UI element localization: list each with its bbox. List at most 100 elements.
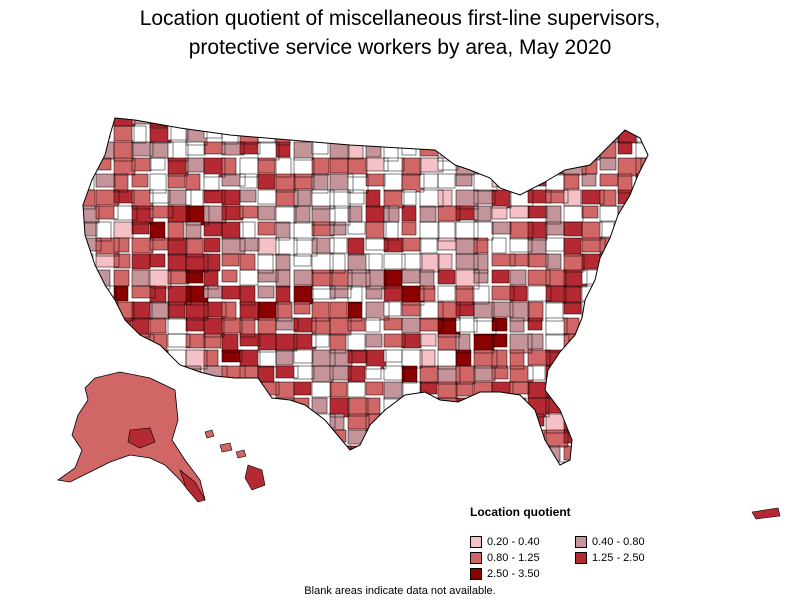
msa-area-cell (528, 462, 544, 465)
msa-area-cell (150, 174, 166, 193)
msa-area-border (581, 118, 602, 128)
msa-area-cell (420, 366, 438, 383)
msa-area-border (131, 349, 147, 368)
msa-area-cell (186, 222, 201, 239)
msa-area-cell (294, 430, 310, 446)
msa-area-border (617, 445, 641, 459)
msa-area-cell (474, 118, 493, 122)
msa-area-border (617, 349, 635, 368)
msa-area-cell (330, 142, 349, 159)
msa-area-border (239, 118, 261, 127)
msa-area-border (329, 333, 347, 354)
msa-area-border (167, 118, 184, 125)
msa-area-cell (582, 206, 598, 218)
msa-area-border (239, 397, 261, 416)
msa-area-cell (546, 238, 564, 251)
msa-area-cell (402, 286, 424, 305)
msa-area-cell (402, 238, 421, 251)
msa-area-border (563, 349, 581, 365)
msa-area-border (599, 269, 623, 283)
msa-area-border (257, 269, 279, 283)
msa-area-cell (420, 414, 440, 429)
msa-area-border (347, 317, 366, 332)
msa-area-cell (582, 382, 602, 400)
msa-area-cell (240, 270, 258, 285)
msa-area-border (311, 205, 336, 226)
msa-area-cell (222, 174, 245, 186)
msa-area-border (563, 125, 588, 139)
msa-area-cell (438, 270, 455, 284)
msa-area-cell (83, 222, 97, 236)
msa-area-cell (96, 118, 110, 122)
msa-area-cell (528, 190, 551, 203)
msa-area-cell (348, 126, 367, 142)
msa-area-border (455, 253, 479, 270)
msa-area-border (473, 397, 496, 417)
msa-area-border (347, 301, 363, 322)
msa-area-cell (618, 142, 632, 154)
msa-area-cell (168, 366, 186, 379)
msa-area-cell (582, 222, 602, 240)
msa-area-cell (348, 398, 368, 416)
msa-area-border (383, 253, 406, 270)
msa-area-border (131, 157, 152, 172)
msa-area-cell (204, 462, 222, 465)
msa-area-cell (420, 254, 439, 272)
msa-area-border (329, 118, 347, 124)
msa-area-cell (96, 334, 119, 346)
msa-area-cell (83, 334, 100, 346)
msa-area-cell (474, 206, 491, 221)
msa-area-cell (294, 286, 313, 304)
msa-area-cell (438, 286, 455, 301)
msa-area-cell (510, 366, 533, 382)
msa-area-cell (528, 206, 547, 218)
msa-area-cell (348, 190, 364, 204)
msa-area-cell (402, 254, 422, 269)
msa-area-cell (456, 206, 478, 220)
msa-area-cell (204, 270, 218, 289)
msa-area-cell (582, 350, 603, 369)
msa-area-border (167, 333, 191, 348)
msa-area-border (83, 301, 97, 315)
msa-area-border (437, 365, 461, 385)
msa-area-border (473, 413, 492, 427)
msa-area-cell (186, 270, 203, 283)
msa-area-border (293, 157, 315, 178)
msa-area-border (149, 301, 170, 320)
msa-area-cell (456, 302, 474, 316)
msa-area-cell (510, 238, 532, 252)
msa-area-border (293, 301, 311, 315)
msa-area-border (221, 205, 244, 221)
msa-area-border (635, 269, 648, 287)
msa-area-border (437, 118, 462, 125)
msa-area-cell (258, 158, 275, 173)
msa-area-cell (474, 430, 488, 442)
msa-area-cell (474, 286, 489, 304)
msa-area-cell (240, 430, 255, 444)
msa-area-border (473, 429, 489, 443)
msa-area-border (635, 253, 648, 274)
msa-area-cell (294, 206, 310, 223)
msa-area-border (437, 269, 456, 285)
msa-area-cell (204, 254, 220, 271)
msa-area-cell (168, 334, 190, 347)
msa-area-cell (492, 446, 507, 460)
msa-area-cell (366, 158, 388, 171)
msa-area-border (203, 253, 221, 272)
msa-area-cell (600, 462, 619, 465)
msa-area-border (257, 253, 274, 274)
msa-area-border (545, 205, 562, 225)
msa-area-cell (600, 222, 614, 237)
msa-area-cell (636, 430, 648, 444)
msa-area-cell (510, 446, 526, 460)
msa-area-cell (276, 446, 299, 458)
msa-area-border (527, 269, 551, 286)
msa-area-cell (204, 238, 220, 252)
msa-area-cell (114, 118, 135, 126)
msa-area-cell (600, 254, 618, 270)
msa-area-border (203, 461, 223, 465)
msa-area-border (581, 173, 597, 187)
msa-area-cell (420, 302, 443, 319)
msa-area-border (365, 221, 387, 240)
